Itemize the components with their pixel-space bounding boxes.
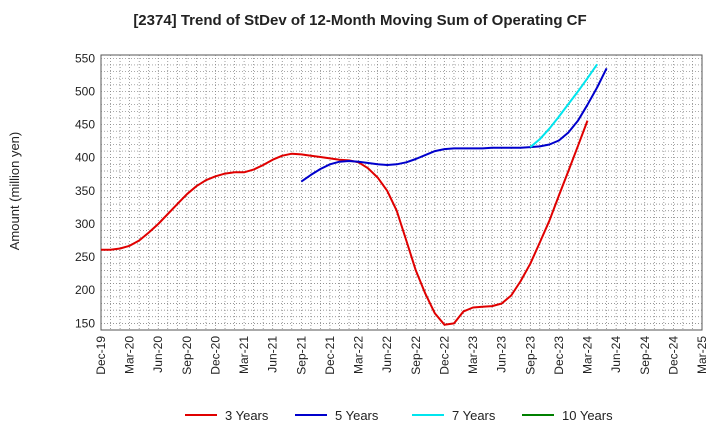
legend-label: 10 Years bbox=[562, 408, 613, 423]
x-tick-label: Sep-22 bbox=[409, 336, 423, 375]
legend-label: 7 Years bbox=[452, 408, 496, 423]
series-line-5-years bbox=[300, 67, 608, 183]
x-tick-label: Sep-21 bbox=[294, 336, 308, 375]
x-tick-label: Jun-23 bbox=[495, 336, 509, 373]
x-tick-label: Mar-24 bbox=[581, 336, 595, 374]
y-tick-label: 500 bbox=[75, 84, 95, 98]
x-tick-label: Jun-20 bbox=[151, 336, 165, 373]
x-tick-label: Sep-24 bbox=[638, 336, 652, 375]
x-tick-label: Dec-24 bbox=[666, 336, 680, 375]
series-line-7-years bbox=[529, 63, 598, 148]
y-tick-label: 250 bbox=[75, 250, 95, 264]
legend: 3 Years 5 Years 7 Years 10 Years bbox=[185, 408, 613, 423]
y-axis: 150 200 250 300 350 400 450 500 550 bbox=[75, 51, 95, 330]
y-tick-label: 550 bbox=[75, 51, 95, 65]
x-tick-label: Jun-24 bbox=[609, 336, 623, 373]
x-tick-label: Mar-21 bbox=[237, 336, 251, 374]
y-tick-label: 300 bbox=[75, 217, 95, 231]
x-axis: Dec-19 Mar-20 Jun-20 Sep-20 Dec-20 Mar-21 Jun-… bbox=[94, 336, 709, 375]
plot-area bbox=[100, 54, 703, 331]
x-tick-label: Dec-19 bbox=[94, 336, 108, 375]
series-line-3-years bbox=[101, 120, 589, 326]
y-tick-label: 200 bbox=[75, 283, 95, 297]
x-tick-label: Sep-20 bbox=[180, 336, 194, 375]
y-tick-label: 400 bbox=[75, 151, 95, 165]
x-tick-label: Dec-21 bbox=[323, 336, 337, 375]
x-tick-label: Jun-21 bbox=[266, 336, 280, 373]
x-tick-label: Dec-22 bbox=[437, 336, 451, 375]
plot-frame bbox=[100, 54, 703, 331]
x-tick-label: Dec-23 bbox=[552, 336, 566, 375]
x-tick-label: Mar-22 bbox=[352, 336, 366, 374]
y-tick-label: 150 bbox=[75, 316, 95, 330]
legend-label: 5 Years bbox=[335, 408, 379, 423]
x-tick-label: Mar-25 bbox=[695, 336, 709, 374]
x-tick-label: Mar-20 bbox=[123, 336, 137, 374]
y-tick-label: 450 bbox=[75, 118, 95, 132]
legend-label: 3 Years bbox=[225, 408, 269, 423]
chart-title: [2374] Trend of StDev of 12-Month Moving… bbox=[133, 12, 587, 29]
x-tick-label: Mar-23 bbox=[466, 336, 480, 374]
x-tick-label: Sep-23 bbox=[523, 336, 537, 375]
y-tick-label: 350 bbox=[75, 184, 95, 198]
x-tick-label: Dec-20 bbox=[208, 336, 222, 375]
series-layer bbox=[101, 63, 608, 326]
y-axis-label: Amount (million yen) bbox=[7, 132, 22, 251]
x-tick-label: Jun-22 bbox=[380, 336, 394, 373]
